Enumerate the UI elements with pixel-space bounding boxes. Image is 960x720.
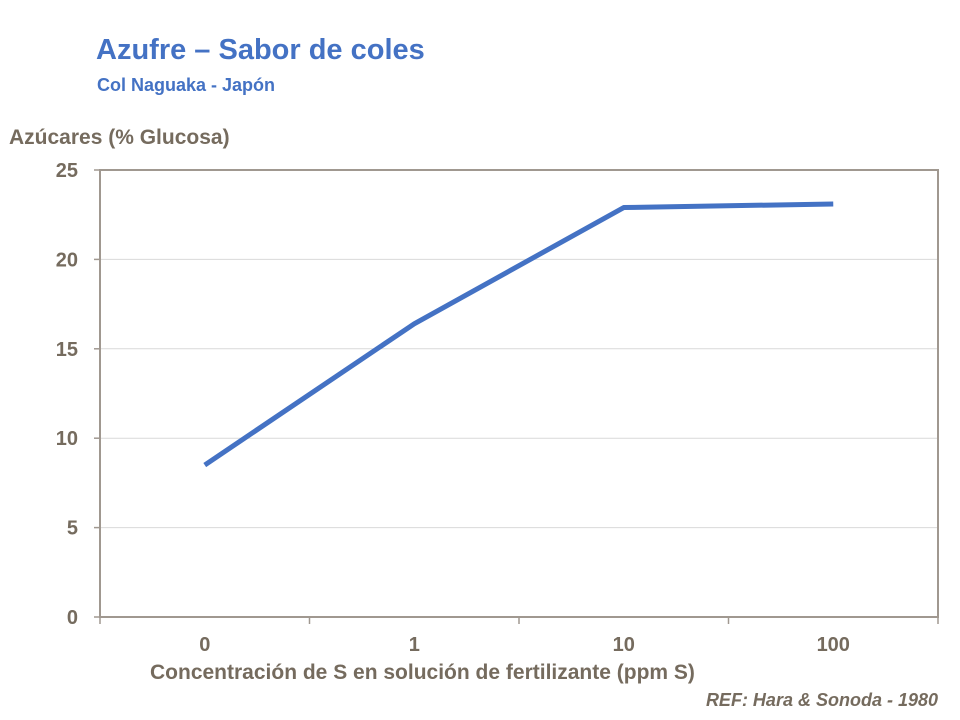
y-tick-label: 5	[67, 518, 78, 540]
y-tick-label: 25	[56, 160, 78, 182]
y-tick-label: 10	[56, 428, 78, 450]
x-axis-label: Concentración de S en solución de fertil…	[150, 661, 695, 684]
reference-note: REF: Hara & Sonoda - 1980	[705, 690, 938, 710]
y-tick-label: 0	[67, 607, 78, 629]
plot-frame	[99, 169, 939, 618]
y-tick-label: 20	[56, 249, 78, 271]
x-tick-label: 100	[817, 634, 850, 656]
data-series-line	[203, 201, 834, 468]
y-axis-label: Azúcares (% Glucosa)	[9, 126, 230, 149]
x-tick-label: 0	[199, 634, 210, 656]
x-tick-label: 10	[613, 634, 635, 656]
chart-subtitle: Col Naguaka - Japón	[97, 75, 276, 95]
chart-title: Azufre – Sabor de coles	[96, 34, 425, 66]
x-tick-label: 1	[409, 634, 420, 656]
y-tick-label: 15	[56, 339, 78, 361]
